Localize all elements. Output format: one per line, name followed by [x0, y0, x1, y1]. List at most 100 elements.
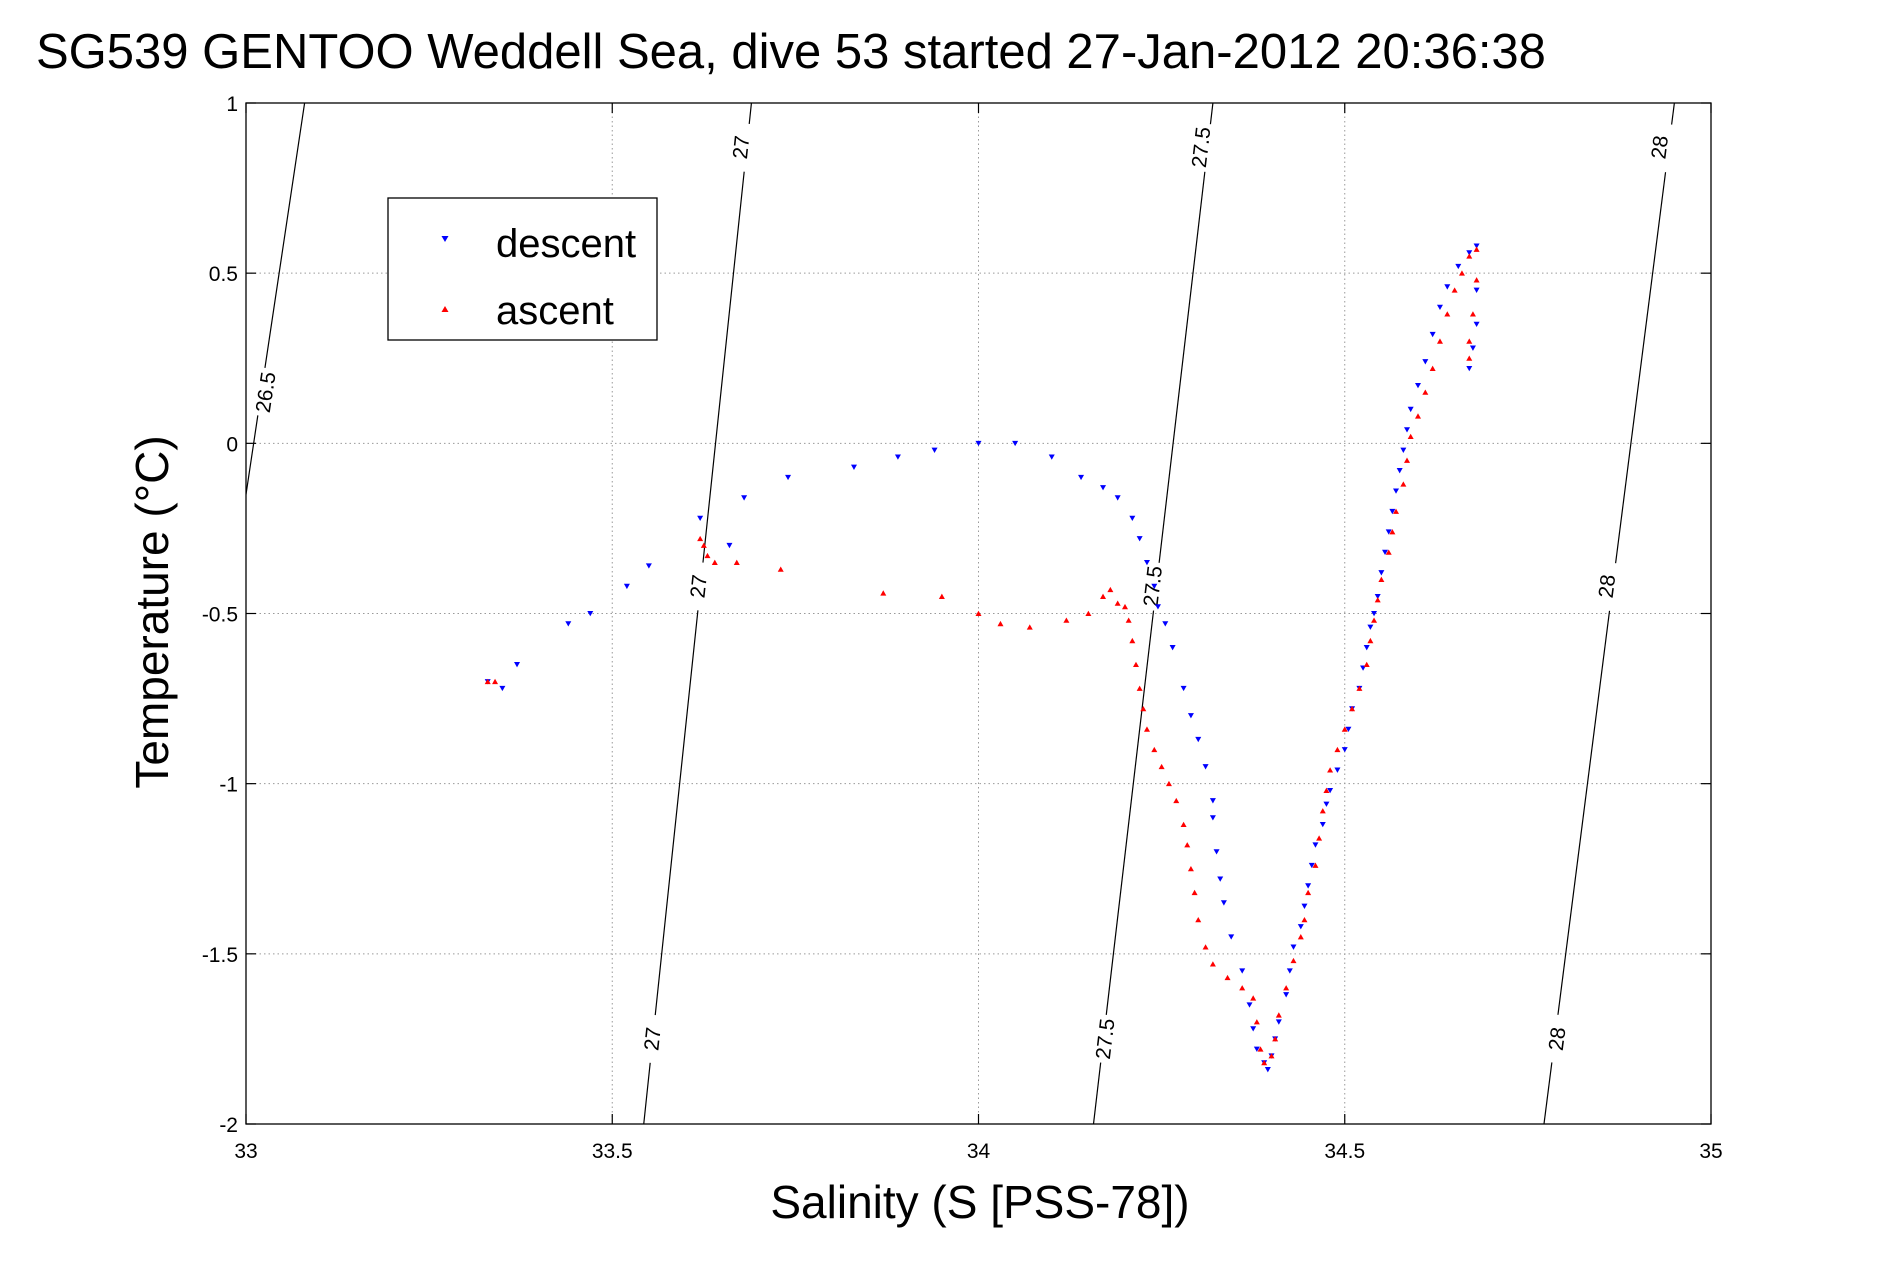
- descent-point: [1323, 801, 1330, 807]
- density-contour-label: 27.5: [1092, 1017, 1120, 1060]
- descent-point: [1195, 736, 1202, 743]
- descent-point: [1162, 621, 1169, 627]
- descent-point: [1393, 488, 1400, 494]
- ascent-point: [1404, 457, 1411, 463]
- descent-point: [894, 454, 901, 460]
- ascent-point: [1301, 917, 1308, 923]
- descent-point: [1136, 536, 1143, 542]
- density-contour-label: 27: [640, 1026, 665, 1052]
- descent-point: [1466, 250, 1473, 256]
- descent-point: [1473, 287, 1480, 293]
- descent-point: [1429, 331, 1436, 338]
- ascent-point: [1400, 481, 1407, 487]
- descent-point: [1371, 611, 1378, 617]
- descent-point: [1264, 1067, 1271, 1073]
- descent-point: [1250, 1026, 1257, 1032]
- ascent-point: [1389, 529, 1396, 535]
- ascent-point: [1209, 961, 1216, 967]
- ascent-point: [1407, 433, 1414, 440]
- density-contour-label: 27: [729, 134, 754, 160]
- descent-point: [1209, 815, 1216, 821]
- ascent-point: [1297, 934, 1304, 940]
- descent-point: [1319, 822, 1326, 828]
- series-ascent: [484, 246, 1480, 1066]
- ascent-point: [1305, 889, 1312, 896]
- density-contour-label: 26.5: [252, 370, 281, 414]
- descent-point: [1143, 559, 1150, 566]
- descent-point: [1187, 713, 1194, 719]
- descent-point: [726, 542, 733, 549]
- ascent-point: [1341, 726, 1348, 732]
- density-contour-line: [654, 610, 699, 1016]
- axis-ticks: 33 33.5 34 34.5 35 1 0.5 0 -0.5 -1 -1.5 -2: [202, 93, 1723, 1163]
- ascent-point: [1125, 617, 1132, 623]
- descent-point: [1228, 934, 1235, 940]
- x-tick-label: 33.5: [592, 1140, 633, 1163]
- ascent-point: [1469, 311, 1476, 317]
- chart-title: SG539 GENTOO Weddell Sea, dive 53 starte…: [36, 25, 1546, 79]
- ascent-point: [1466, 338, 1473, 344]
- descent-point: [1246, 1002, 1253, 1008]
- ascent-point: [1283, 985, 1290, 991]
- ascent-point: [1100, 593, 1107, 599]
- descent-point: [1048, 454, 1055, 460]
- ascent-point: [1363, 661, 1370, 668]
- ascent-point: [700, 542, 707, 548]
- ascent-point: [1191, 889, 1198, 896]
- ascent-point: [1224, 974, 1231, 981]
- descent-point: [975, 440, 982, 447]
- descent-point: [587, 611, 594, 617]
- ascent-point: [1349, 705, 1356, 712]
- y-tick-label: 1: [226, 93, 238, 116]
- descent-point: [741, 495, 748, 501]
- legend: descent ascent: [387, 197, 658, 341]
- legend-label-descent: descent: [496, 222, 636, 266]
- descent-point: [1012, 440, 1019, 447]
- ascent-point: [1063, 617, 1070, 623]
- descent-point: [1151, 583, 1158, 590]
- descent-point: [645, 563, 652, 569]
- density-contour-line: [264, 103, 306, 368]
- ascent-point: [777, 566, 784, 572]
- ascent-point: [697, 535, 704, 542]
- ascent-point: [1085, 610, 1092, 616]
- density-contour-line: [1671, 103, 1675, 125]
- descent-point: [697, 515, 704, 522]
- density-contour-line: [702, 171, 745, 563]
- ascent-point: [1393, 508, 1400, 514]
- ascent-point: [1158, 763, 1165, 770]
- descent-point: [1114, 495, 1121, 501]
- ascent-point: [1272, 1036, 1279, 1042]
- ascent-point: [1415, 413, 1421, 419]
- ascent-point: [1026, 624, 1033, 630]
- descent-point: [1367, 624, 1374, 630]
- descent-point: [1473, 243, 1480, 249]
- ascent-point: [1107, 586, 1114, 593]
- ascent-point: [1473, 246, 1480, 252]
- density-contour-line: [1105, 610, 1155, 1015]
- descent-point: [1396, 468, 1403, 474]
- descent-point: [1129, 515, 1136, 522]
- ascent-point: [1312, 862, 1319, 868]
- density-contour-label: 27.5: [1188, 126, 1216, 169]
- ascent-point: [1374, 597, 1381, 603]
- density-contour-line: [1158, 171, 1206, 563]
- x-axis-label: Salinity (S [PSS-78]): [770, 1176, 1189, 1228]
- legend-marker-ascent: [441, 306, 449, 312]
- y-tick-label: 0: [226, 433, 238, 456]
- ascent-point: [1371, 617, 1378, 623]
- legend-box: [387, 197, 658, 341]
- ascent-point: [733, 559, 740, 565]
- descent-point: [1253, 1046, 1260, 1052]
- ascent-point: [1458, 270, 1465, 276]
- y-axis-label: Temperature (°C): [126, 435, 178, 788]
- descent-point: [1382, 549, 1389, 556]
- descent-point: [1404, 427, 1411, 433]
- descent-point: [1220, 900, 1227, 906]
- descent-point: [499, 685, 506, 692]
- legend-label-ascent: ascent: [496, 289, 614, 333]
- descent-point: [1169, 645, 1176, 651]
- density-contour-label: 27: [687, 574, 712, 600]
- y-tick-label: -2: [219, 1114, 238, 1137]
